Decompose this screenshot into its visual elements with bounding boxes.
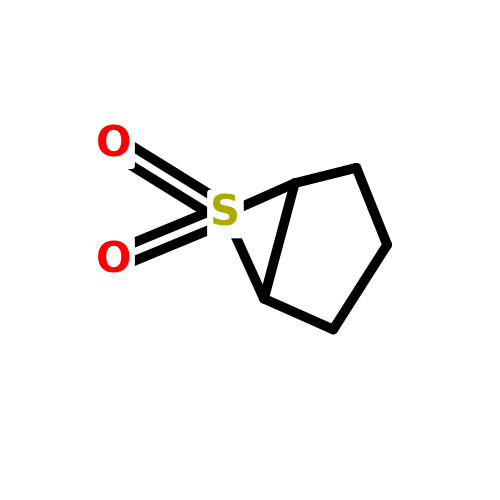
Text: S: S	[210, 193, 240, 235]
Text: O: O	[96, 239, 132, 281]
Text: O: O	[96, 124, 132, 166]
